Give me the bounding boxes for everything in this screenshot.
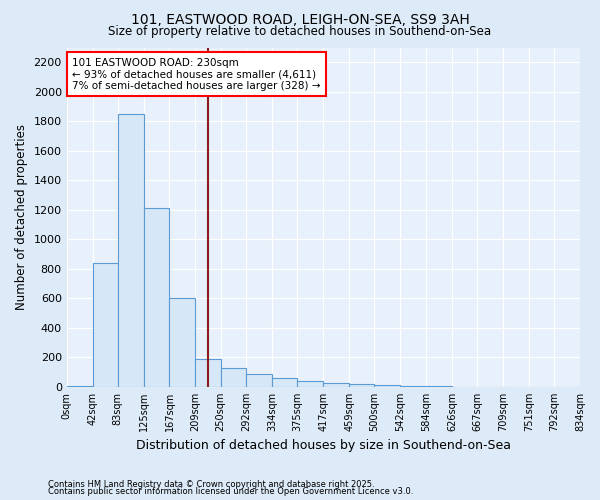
Bar bbox=[349, 384, 374, 387]
Bar bbox=[247, 374, 272, 387]
Bar bbox=[118, 114, 143, 387]
Bar bbox=[169, 298, 196, 387]
Text: Contains public sector information licensed under the Open Government Licence v3: Contains public sector information licen… bbox=[48, 488, 413, 496]
Bar bbox=[272, 378, 298, 387]
Text: Contains HM Land Registry data © Crown copyright and database right 2025.: Contains HM Land Registry data © Crown c… bbox=[48, 480, 374, 489]
X-axis label: Distribution of detached houses by size in Southend-on-Sea: Distribution of detached houses by size … bbox=[136, 440, 511, 452]
Text: Size of property relative to detached houses in Southend-on-Sea: Size of property relative to detached ho… bbox=[109, 25, 491, 38]
Text: 101 EASTWOOD ROAD: 230sqm
← 93% of detached houses are smaller (4,611)
7% of sem: 101 EASTWOOD ROAD: 230sqm ← 93% of detac… bbox=[72, 58, 320, 91]
Bar bbox=[221, 368, 247, 387]
Bar bbox=[67, 386, 92, 387]
Y-axis label: Number of detached properties: Number of detached properties bbox=[15, 124, 28, 310]
Text: 101, EASTWOOD ROAD, LEIGH-ON-SEA, SS9 3AH: 101, EASTWOOD ROAD, LEIGH-ON-SEA, SS9 3A… bbox=[131, 12, 469, 26]
Bar bbox=[92, 263, 118, 387]
Bar bbox=[323, 383, 349, 387]
Bar bbox=[400, 386, 426, 387]
Bar bbox=[374, 386, 400, 387]
Bar bbox=[196, 359, 221, 387]
Bar bbox=[298, 381, 323, 387]
Bar bbox=[143, 208, 169, 387]
